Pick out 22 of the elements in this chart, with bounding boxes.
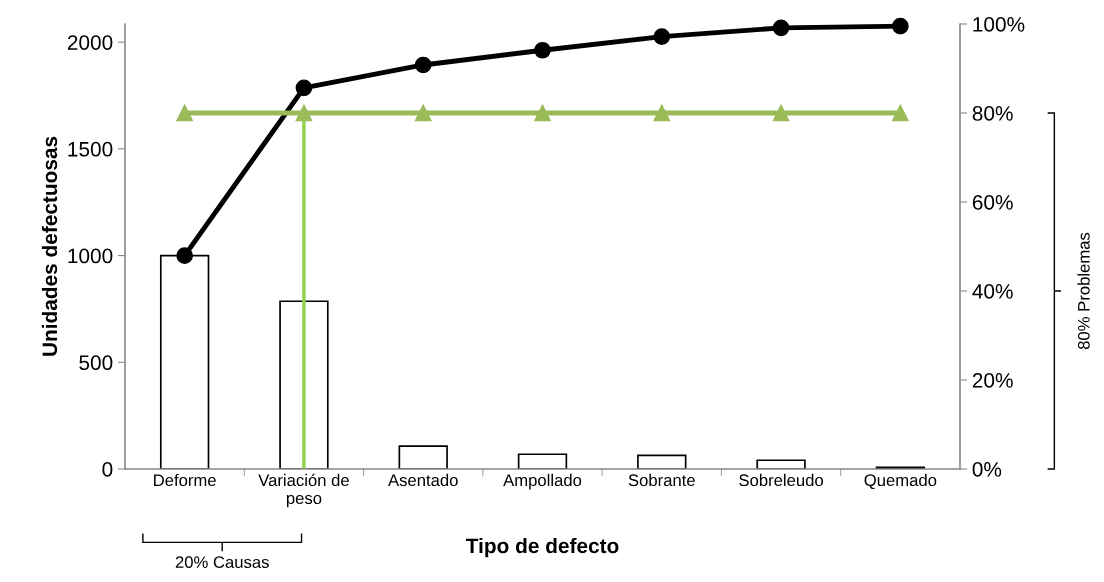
text: 80% Problemas	[1077, 232, 1090, 350]
x-tick-label: Deforme	[154, 473, 216, 487]
x-tick-label: Quemado	[864, 473, 937, 490]
y2-tick-label: 20%	[972, 373, 1013, 388]
y-axis-title: Unidades defectuosas	[41, 136, 58, 356]
x-tick-label: Sobreleudo	[739, 473, 823, 487]
y-tick-label: 1500	[68, 141, 113, 157]
text: 20% Causas	[175, 556, 269, 569]
x-axis-title: Tipo de defecto	[465, 537, 619, 558]
y2-tick-label: 80%	[972, 106, 1013, 121]
y-tick-label: 500	[79, 355, 113, 371]
y-tick-label: 1000	[68, 248, 113, 264]
x-tick-label: Asentado	[388, 473, 458, 487]
y2-tick-label: 40%	[972, 284, 1013, 299]
x-tick-label: Variación de peso	[258, 473, 349, 508]
x-tick-label: Ampollado	[503, 473, 582, 490]
x-tick-label: Sobrante	[628, 473, 695, 487]
y-tick-label: 0	[102, 462, 113, 477]
y-tick-label: 2000	[67, 35, 113, 50]
y2-tick-label: 60%	[972, 195, 1013, 210]
y2-tick-label: 100%	[973, 17, 1025, 32]
y2-tick-label: 0%	[972, 462, 1002, 477]
